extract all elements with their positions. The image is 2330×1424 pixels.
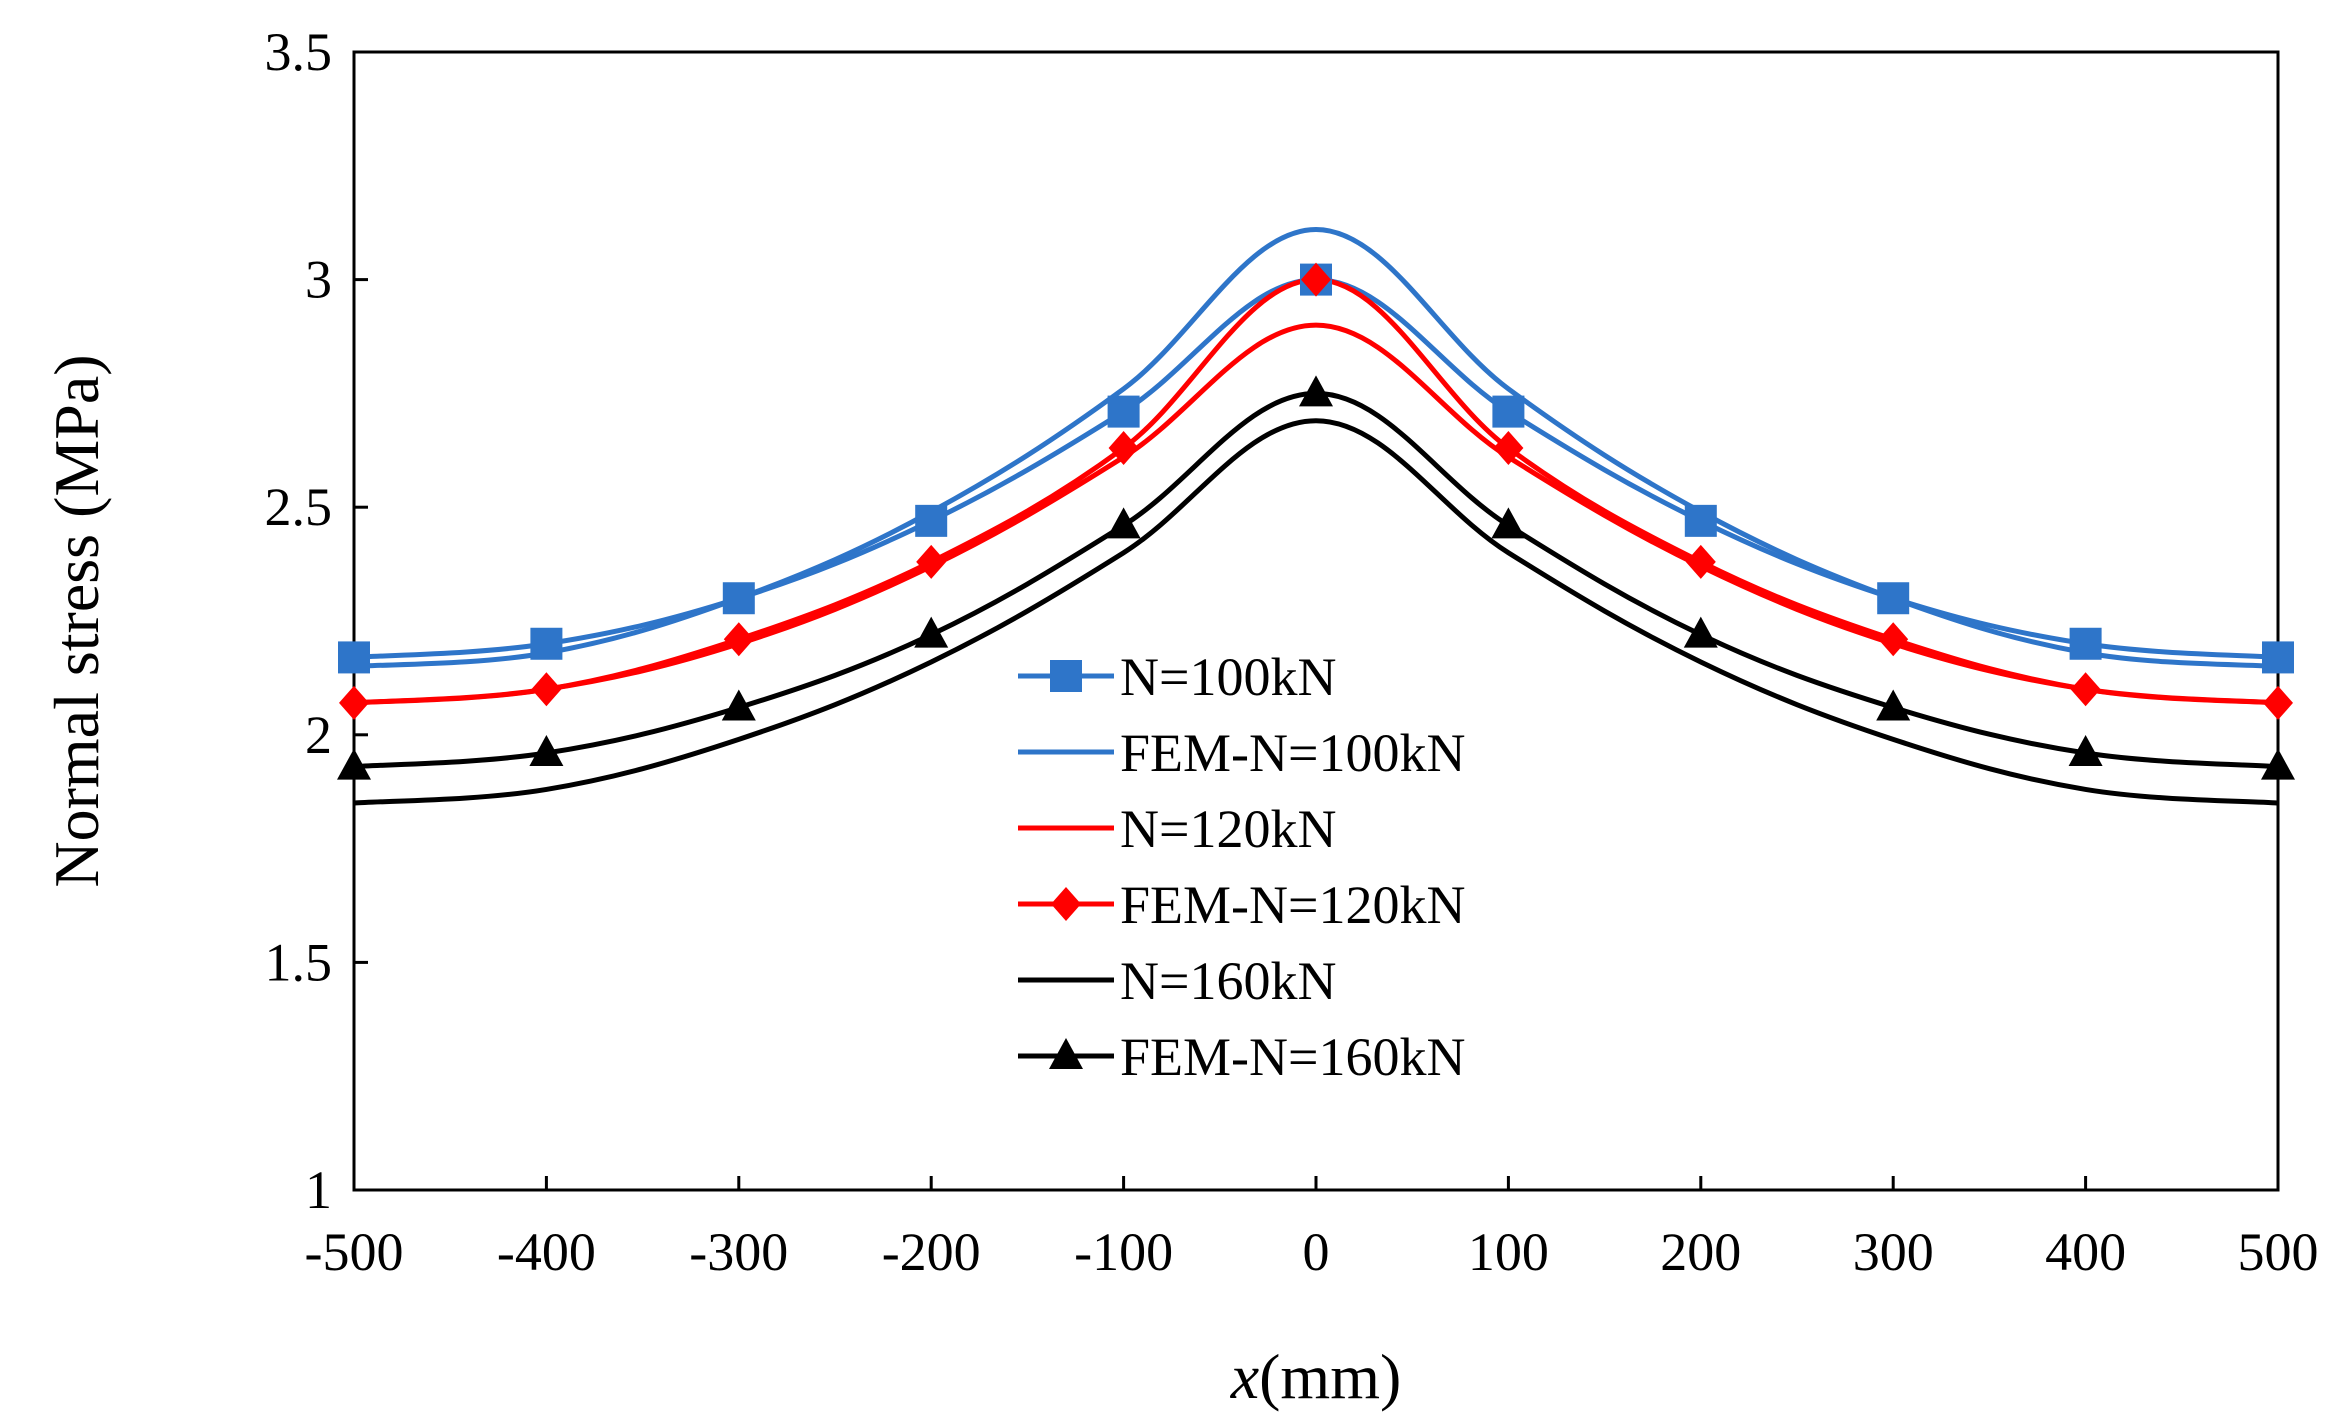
x-tick-label: -400 xyxy=(497,1222,596,1282)
x-axis-title-unit: (mm) xyxy=(1259,1341,1401,1412)
x-tick-label: 0 xyxy=(1303,1222,1330,1282)
series-line-4 xyxy=(353,418,2279,806)
data-point-0 xyxy=(1107,395,1140,428)
data-point-0 xyxy=(530,627,563,660)
data-point-5 xyxy=(914,616,949,648)
data-point-5 xyxy=(337,748,371,780)
data-point-3 xyxy=(1685,544,1716,579)
x-axis-title-variable: x xyxy=(1230,1341,1259,1412)
legend-label-2: N=120kN xyxy=(1120,799,1336,859)
data-point-5 xyxy=(529,735,564,767)
data-point-0 xyxy=(2262,641,2294,674)
x-axis: -500 -400 -300 -200 -100 0 100 200 300 400 500 xyxy=(305,1176,2319,1282)
y-tick-label: 2 xyxy=(305,705,332,765)
data-point-3 xyxy=(1493,431,1524,466)
data-point-3 xyxy=(531,672,562,707)
x-tick-label: 300 xyxy=(1853,1222,1934,1282)
data-point-0 xyxy=(1492,395,1525,428)
x-tick-label: 400 xyxy=(2045,1222,2126,1282)
x-tick-label: -100 xyxy=(1074,1222,1173,1282)
data-point-5 xyxy=(721,689,756,721)
legend-marker-5 xyxy=(1049,1038,1083,1069)
data-point-3 xyxy=(339,685,369,720)
x-tick-label: 200 xyxy=(1660,1222,1741,1282)
data-point-3 xyxy=(1878,622,1909,657)
data-point-0 xyxy=(338,641,370,674)
series-markers xyxy=(337,262,2295,780)
x-tick-label: -500 xyxy=(305,1222,404,1282)
x-axis-title: x(mm) xyxy=(1230,1341,1402,1412)
series-line-3 xyxy=(353,277,2279,706)
y-tick-label: 1.5 xyxy=(265,932,333,992)
data-point-5 xyxy=(1106,507,1141,539)
series-line-5 xyxy=(353,390,2279,770)
data-point-5 xyxy=(1299,375,1333,407)
data-point-0 xyxy=(1684,504,1717,537)
data-point-3 xyxy=(723,622,754,657)
data-point-3 xyxy=(916,544,947,579)
legend: N=100kN FEM-N=100kN N=120kN FEM-N=120kN N=16… xyxy=(1018,647,1465,1087)
data-point-3 xyxy=(2263,685,2293,720)
data-point-3 xyxy=(1108,431,1139,466)
data-point-3 xyxy=(2070,672,2101,707)
x-tick-label: 100 xyxy=(1468,1222,1549,1282)
legend-label-0: N=100kN xyxy=(1120,647,1336,707)
data-point-5 xyxy=(1683,616,1718,648)
x-tick-label: 500 xyxy=(2238,1222,2319,1282)
legend-label-5: FEM-N=160kN xyxy=(1120,1027,1465,1087)
y-axis: 1 1.5 2 2.5 3 3.5 xyxy=(265,22,368,1220)
x-tick-label: -200 xyxy=(882,1222,981,1282)
series-line-1 xyxy=(353,227,2279,670)
y-tick-label: 2.5 xyxy=(265,477,333,537)
legend-marker-3 xyxy=(1051,887,1081,921)
legend-label-3: FEM-N=120kN xyxy=(1120,875,1465,935)
legend-label-1: FEM-N=100kN xyxy=(1120,723,1465,783)
y-tick-label: 1 xyxy=(305,1160,332,1220)
series-line-0 xyxy=(353,277,2279,660)
x-tick-label: -300 xyxy=(689,1222,788,1282)
data-point-5 xyxy=(1876,689,1911,721)
data-point-0 xyxy=(1877,582,1910,615)
data-point-0 xyxy=(722,582,755,615)
legend-label-4: N=160kN xyxy=(1120,951,1336,1011)
y-tick-label: 3.5 xyxy=(265,22,333,82)
data-point-5 xyxy=(2261,748,2295,780)
series-lines xyxy=(353,227,2279,806)
data-point-0 xyxy=(2069,627,2102,660)
plot-frame xyxy=(352,50,2280,1192)
data-point-5 xyxy=(1491,507,1526,539)
data-point-3 xyxy=(1301,262,1331,297)
y-tick-label: 3 xyxy=(305,250,332,310)
legend-marker-0 xyxy=(1050,660,1082,692)
series-line-2 xyxy=(353,322,2279,706)
data-point-5 xyxy=(2068,735,2103,767)
data-point-0 xyxy=(915,504,948,537)
y-axis-title: Normal stress (MPa) xyxy=(41,354,112,887)
